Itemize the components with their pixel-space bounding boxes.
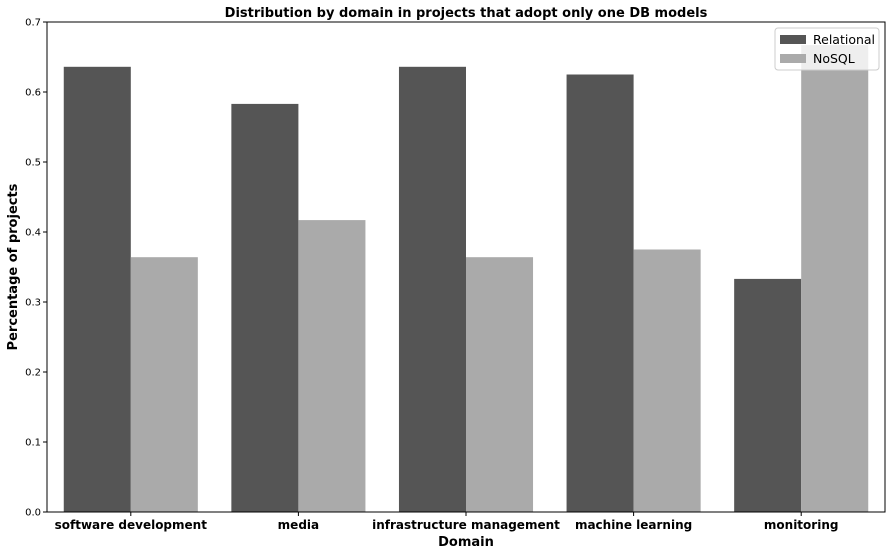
y-tick-label: 0.6 bbox=[25, 88, 41, 99]
y-tick-label: 0.3 bbox=[25, 298, 41, 309]
bar-nosql-1 bbox=[298, 220, 366, 512]
bar-relational-2 bbox=[398, 66, 466, 513]
y-tick-label: 0.0 bbox=[25, 508, 41, 519]
bar-relational-4 bbox=[734, 278, 802, 512]
x-tick-label: software development bbox=[55, 518, 208, 532]
x-tick-label: monitoring bbox=[764, 518, 839, 532]
y-axis-label: Percentage of projects bbox=[6, 183, 21, 350]
legend-label-relational: Relational bbox=[813, 32, 875, 47]
legend-swatch-relational bbox=[780, 35, 806, 44]
y-tick-label: 0.1 bbox=[25, 438, 41, 449]
x-axis-label: Domain bbox=[438, 535, 494, 550]
legend-swatch-nosql bbox=[780, 54, 806, 63]
x-tick-label: infrastructure management bbox=[372, 518, 560, 532]
chart-title: Distribution by domain in projects that … bbox=[225, 6, 708, 21]
bar-nosql-0 bbox=[130, 257, 198, 512]
y-tick-label: 0.5 bbox=[25, 158, 41, 169]
bar-nosql-4 bbox=[801, 45, 869, 512]
x-tick-label: machine learning bbox=[575, 518, 692, 532]
y-tick-label: 0.2 bbox=[25, 368, 41, 379]
bars-group bbox=[63, 45, 869, 513]
legend-label-nosql: NoSQL bbox=[813, 51, 855, 66]
y-axis: 0.0 0.1 0.2 0.3 0.4 0.5 0.6 0.7 bbox=[25, 18, 47, 519]
x-axis: software development media infrastructure … bbox=[55, 512, 839, 532]
bar-nosql-2 bbox=[466, 257, 534, 512]
bar-relational-0 bbox=[63, 66, 131, 513]
bar-nosql-3 bbox=[633, 249, 701, 512]
y-tick-label: 0.7 bbox=[25, 18, 41, 29]
legend: Relational NoSQL bbox=[774, 27, 880, 71]
x-tick-label: media bbox=[278, 518, 319, 532]
bar-relational-3 bbox=[566, 74, 634, 512]
y-tick-label: 0.4 bbox=[25, 228, 41, 239]
bar-relational-1 bbox=[231, 103, 299, 513]
